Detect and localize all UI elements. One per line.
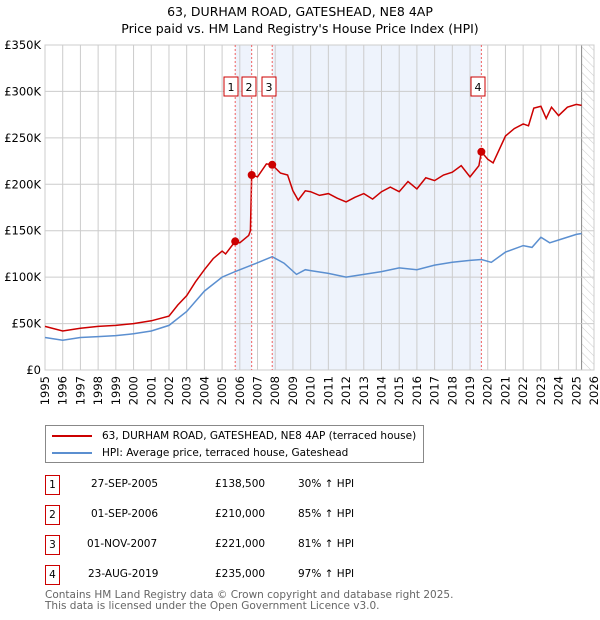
legend-label: HPI: Average price, terraced house, Gate… bbox=[102, 447, 349, 459]
legend-item-hpi: HPI: Average price, terraced house, Gate… bbox=[46, 445, 348, 461]
sale-label: 1 bbox=[228, 81, 235, 94]
x-tick-label: 2021 bbox=[498, 376, 512, 405]
x-tick-label: 2025 bbox=[569, 376, 583, 405]
hpi-change: 97% ↑ HPI bbox=[298, 568, 355, 580]
y-tick-label: £50K bbox=[12, 317, 42, 331]
sale-number-badge: 2 bbox=[45, 505, 60, 525]
legend-swatch-blue bbox=[52, 452, 92, 454]
hpi-change: 30% ↑ HPI bbox=[298, 478, 355, 490]
table-row: 3 01-NOV-2007 £221,000 81% ↑ HPI bbox=[45, 535, 445, 555]
sale-label-box bbox=[223, 76, 239, 97]
chart-subtitle: Price paid vs. HM Land Registry's House … bbox=[121, 21, 479, 36]
x-tick-label: 2020 bbox=[481, 376, 495, 405]
sale-point bbox=[268, 160, 277, 169]
sale-date: 27-SEP-2005 bbox=[91, 478, 159, 490]
x-tick-label: 2026 bbox=[587, 376, 600, 405]
sale-label-box bbox=[261, 76, 277, 97]
sale-label: 4 bbox=[475, 81, 482, 94]
sale-label: 3 bbox=[266, 81, 273, 94]
footer-licence: This data is licensed under the Open Gov… bbox=[45, 600, 380, 612]
y-tick-label: £350K bbox=[4, 38, 41, 52]
sale-number-badge: 3 bbox=[45, 535, 60, 555]
price-chart: 1 2 3 4 £0 £50K £100K £150K £200K £250K £300K £350K… bbox=[4, 38, 600, 405]
x-tick-label: 1997 bbox=[73, 376, 87, 405]
sale-label-box bbox=[241, 76, 257, 97]
x-tick-label: 2001 bbox=[144, 376, 158, 405]
x-tick-label: 2016 bbox=[410, 376, 424, 405]
table-row: 4 23-AUG-2019 £235,000 97% ↑ HPI bbox=[45, 565, 445, 585]
sale-label-box bbox=[470, 76, 486, 97]
y-tick-label: £250K bbox=[4, 131, 41, 145]
x-tick-label: 2010 bbox=[304, 376, 318, 405]
sale-point bbox=[477, 147, 486, 156]
table-row: 1 27-SEP-2005 £138,500 30% ↑ HPI bbox=[45, 475, 445, 495]
chart-title: 63, DURHAM ROAD, GATESHEAD, NE8 4AP bbox=[167, 4, 433, 19]
x-tick-label: 1995 bbox=[38, 376, 52, 405]
y-tick-label: £0 bbox=[26, 363, 41, 377]
x-tick-label: 2023 bbox=[534, 376, 548, 405]
y-tick-label: £300K bbox=[4, 84, 41, 98]
x-tick-label: 2000 bbox=[127, 376, 141, 405]
x-tick-label: 2003 bbox=[180, 376, 194, 405]
x-tick-label: 1996 bbox=[56, 376, 70, 405]
hpi-change: 81% ↑ HPI bbox=[298, 538, 355, 550]
x-tick-label: 2007 bbox=[251, 376, 265, 405]
y-tick-label: £200K bbox=[4, 177, 41, 191]
price-paid-line bbox=[44, 103, 582, 332]
x-tick-label: 2008 bbox=[268, 376, 282, 405]
legend-label: 63, DURHAM ROAD, GATESHEAD, NE8 4AP (ter… bbox=[102, 430, 417, 442]
y-tick-label: £100K bbox=[4, 270, 41, 284]
sale-point bbox=[247, 171, 256, 179]
sale-date: 01-SEP-2006 bbox=[91, 508, 159, 520]
x-tick-label: 2004 bbox=[197, 376, 211, 405]
sale-number-badge: 4 bbox=[45, 565, 60, 585]
legend: 63, DURHAM ROAD, GATESHEAD, NE8 4AP (ter… bbox=[45, 425, 424, 463]
sale-date: 23-AUG-2019 bbox=[88, 568, 159, 580]
legend-item-property: 63, DURHAM ROAD, GATESHEAD, NE8 4AP (ter… bbox=[46, 428, 416, 444]
sale-date: 01-NOV-2007 bbox=[87, 538, 158, 550]
legend-swatch-red bbox=[52, 435, 92, 437]
sale-price: £235,000 bbox=[215, 568, 266, 580]
x-tick-label: 2009 bbox=[286, 376, 300, 405]
sale-label: 2 bbox=[246, 81, 253, 94]
y-tick-label: £150K bbox=[4, 224, 41, 238]
x-tick-label: 2011 bbox=[321, 376, 335, 405]
x-tick-label: 1999 bbox=[109, 376, 123, 405]
sale-point bbox=[231, 237, 240, 246]
x-tick-label: 2006 bbox=[233, 376, 247, 405]
footer-copyright: Contains HM Land Registry data © Crown c… bbox=[45, 589, 454, 601]
x-tick-label: 2018 bbox=[445, 376, 459, 405]
x-tick-label: 2013 bbox=[357, 376, 371, 405]
table-row: 2 01-SEP-2006 £210,000 85% ↑ HPI bbox=[45, 505, 445, 525]
plot-border bbox=[44, 44, 595, 371]
x-tick-label: 2017 bbox=[428, 376, 442, 405]
x-tick-label: 2002 bbox=[162, 376, 176, 405]
x-tick-label: 2022 bbox=[516, 376, 530, 405]
x-tick-label: 2019 bbox=[463, 376, 477, 405]
x-tick-label: 2015 bbox=[392, 376, 406, 405]
forecast-hatch bbox=[581, 45, 594, 370]
sale-number-badge: 1 bbox=[45, 475, 60, 495]
sale-price: £138,500 bbox=[215, 478, 266, 490]
sale-price: £210,000 bbox=[215, 508, 266, 520]
hpi-change: 85% ↑ HPI bbox=[298, 508, 355, 520]
sale-price: £221,000 bbox=[215, 538, 266, 550]
hpi-line bbox=[44, 232, 582, 342]
x-tick-label: 2012 bbox=[339, 376, 353, 405]
x-tick-label: 1998 bbox=[91, 376, 105, 405]
x-tick-label: 2005 bbox=[215, 376, 229, 405]
x-tick-label: 2024 bbox=[552, 376, 566, 405]
shaded-period bbox=[272, 45, 482, 370]
x-tick-label: 2014 bbox=[374, 376, 388, 405]
